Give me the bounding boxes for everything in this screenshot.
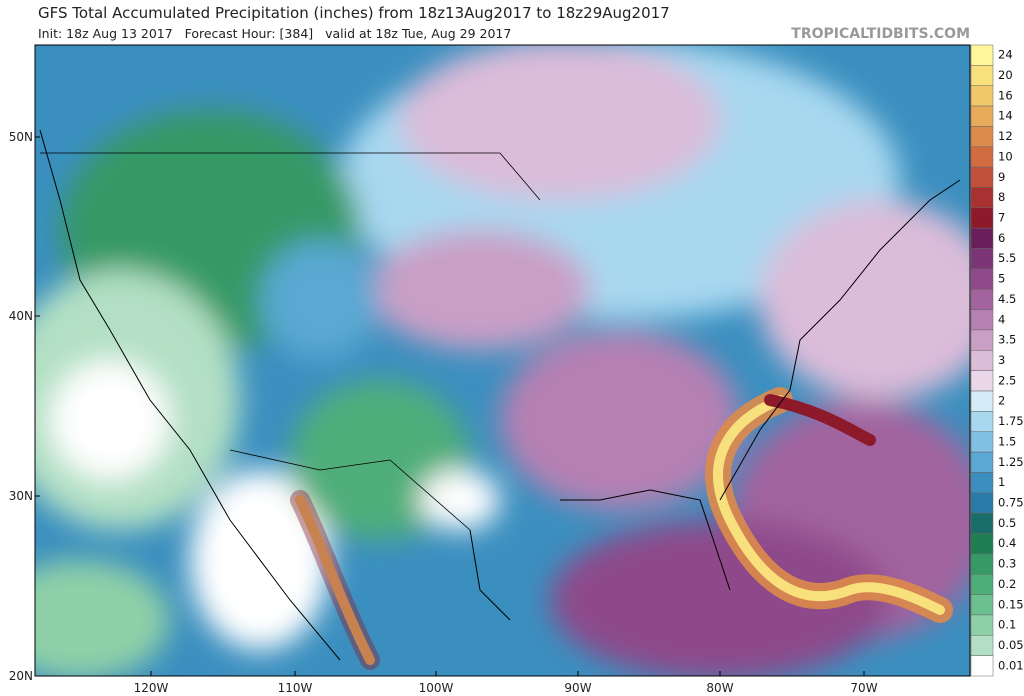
colorbar-label: 0.5 xyxy=(998,516,1016,530)
colorbar-label: 1.5 xyxy=(998,434,1016,448)
colorbar-label: 10 xyxy=(998,149,1013,163)
colorbar-label: 16 xyxy=(998,88,1013,102)
colorbar-label: 1.75 xyxy=(998,414,1024,428)
colorbar-label: 0.2 xyxy=(998,577,1016,591)
subtitle: Init: 18z Aug 13 2017 Forecast Hour: [38… xyxy=(38,26,511,41)
colorbar-swatch xyxy=(970,207,994,229)
colorbar-swatch xyxy=(970,126,994,148)
colorbar-label: 0.15 xyxy=(998,597,1024,611)
colorbar-label: 8 xyxy=(998,190,1005,204)
colorbar-swatch xyxy=(970,492,994,514)
colorbar-label: 4 xyxy=(998,312,1005,326)
colorbar-swatch xyxy=(970,227,994,249)
colorbar-label: 1.25 xyxy=(998,455,1024,469)
colorbar-swatch xyxy=(970,85,994,107)
colorbar-swatch xyxy=(970,411,994,432)
colorbar-swatch xyxy=(970,105,994,127)
colorbar-label: 0.01 xyxy=(998,658,1024,672)
lat-label: 50N xyxy=(9,130,33,144)
colorbar-swatch xyxy=(970,309,994,331)
colorbar-label: 0.4 xyxy=(998,536,1016,550)
colorbar-label: 4.5 xyxy=(998,292,1016,306)
colorbar-swatch xyxy=(970,472,994,494)
lat-label: 40N xyxy=(9,309,33,323)
colorbar-swatch xyxy=(970,553,994,575)
colorbar-label: 2.5 xyxy=(998,373,1016,387)
precip-map xyxy=(35,45,970,676)
lon-label: 100W xyxy=(419,681,454,695)
colorbar-swatch xyxy=(970,594,994,616)
colorbar-label: 9 xyxy=(998,170,1005,184)
lat-label: 20N xyxy=(9,669,33,683)
map-frame xyxy=(34,44,971,677)
colorbar-swatch xyxy=(970,370,994,392)
colorbar-swatch xyxy=(970,65,994,86)
colorbar-label: 24 xyxy=(998,48,1013,62)
colorbar-label: 0.1 xyxy=(998,618,1016,632)
colorbar-label: 6 xyxy=(998,231,1005,245)
title: GFS Total Accumulated Precipitation (inc… xyxy=(38,4,670,22)
lat-label: 30N xyxy=(9,489,33,503)
colorbar-swatch xyxy=(970,329,994,351)
colorbar-swatch xyxy=(970,44,994,66)
colorbar-swatch xyxy=(970,390,994,412)
colorbar-swatch xyxy=(970,573,994,595)
colorbar-swatch xyxy=(970,187,994,209)
colorbar-label: 7 xyxy=(998,211,1005,225)
colorbar-label: 5 xyxy=(998,272,1005,286)
colorbar-label: 14 xyxy=(998,109,1013,123)
colorbar-swatch xyxy=(970,268,994,290)
colorbar-label: 12 xyxy=(998,129,1013,143)
colorbar-label: 5.5 xyxy=(998,251,1016,265)
colorbar-label: 0.3 xyxy=(998,557,1016,571)
colorbar-swatch xyxy=(970,614,994,636)
colorbar-label: 20 xyxy=(998,68,1013,82)
lon-label: 110W xyxy=(278,681,313,695)
colorbar-swatch xyxy=(970,533,994,555)
colorbar-label: 0.05 xyxy=(998,638,1024,652)
colorbar-swatch xyxy=(970,350,994,371)
colorbar-swatch xyxy=(970,512,994,534)
colorbar-swatch xyxy=(970,655,994,677)
colorbar-swatch xyxy=(970,635,994,656)
colorbar-label: 2 xyxy=(998,394,1005,408)
colorbar-swatch xyxy=(970,166,994,188)
lon-label: 70W xyxy=(850,681,877,695)
colorbar-swatch xyxy=(970,146,994,168)
colorbar-swatch xyxy=(970,431,994,453)
colorbar-swatch xyxy=(970,451,994,473)
colorbar-label: 3.5 xyxy=(998,333,1016,347)
colorbar-label: 3 xyxy=(998,353,1005,367)
lon-label: 120W xyxy=(134,681,169,695)
colorbar-label: 1 xyxy=(998,475,1005,489)
colorbar-swatch xyxy=(970,289,994,310)
colorbar-swatch xyxy=(970,248,994,270)
lon-label: 80W xyxy=(706,681,733,695)
lon-label: 90W xyxy=(564,681,591,695)
site-name: TROPICALTIDBITS.COM xyxy=(791,26,970,42)
colorbar-label: 0.75 xyxy=(998,495,1024,509)
